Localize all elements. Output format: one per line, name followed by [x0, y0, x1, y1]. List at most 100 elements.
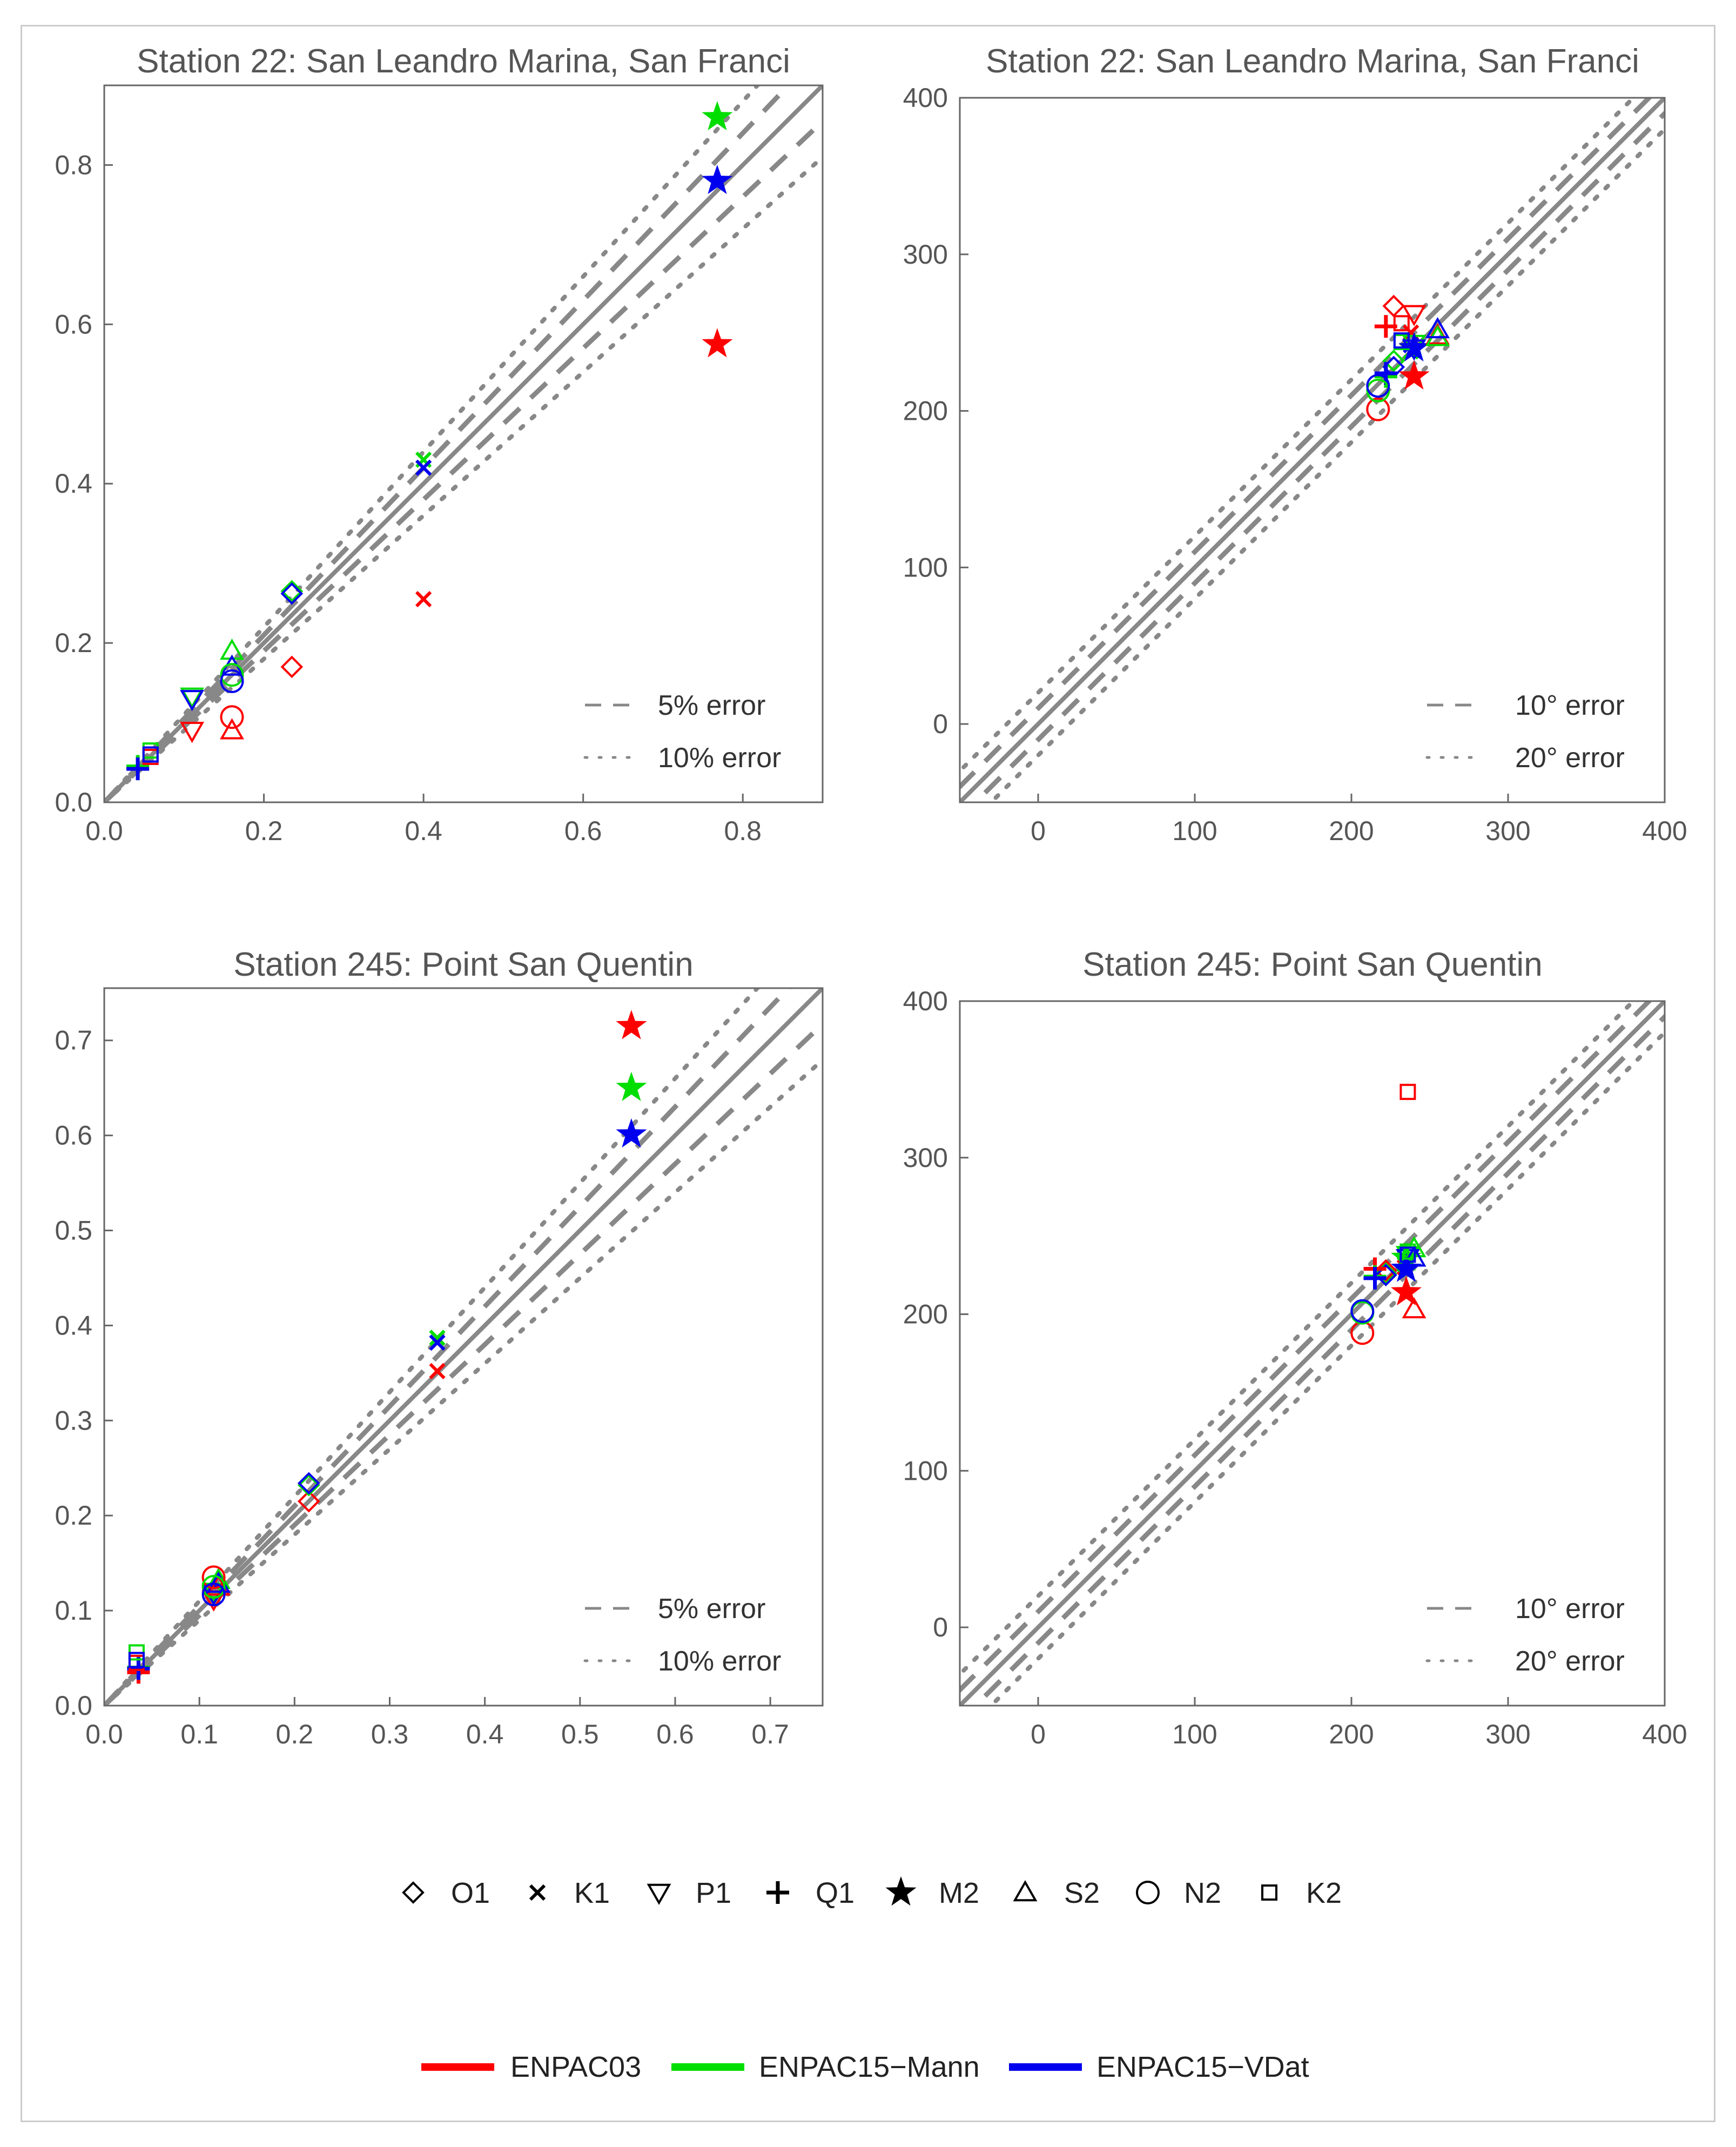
plot-area: [960, 98, 1665, 802]
panel-amplitude-station-245: Station 245: Point San Quentin 5% error …: [55, 946, 824, 1749]
data-point-k2-enpac15-vdat: [128, 1652, 145, 1668]
error-line-dashed: [960, 1001, 1653, 1694]
y-tick-label: 300: [903, 1143, 948, 1173]
legend-label-k1: K1: [574, 1877, 610, 1909]
x-tick-label: 0.2: [276, 1719, 314, 1749]
dashed-legend-label: 10° error: [1515, 690, 1625, 721]
y-tick-label: 0.7: [55, 1025, 92, 1056]
legend-symbol-n2-icon: [1136, 1881, 1160, 1904]
y-tick-label: 0.3: [55, 1405, 92, 1435]
data-point-k1-enpac03: [415, 591, 432, 608]
x-tick-label: 0.4: [405, 816, 442, 846]
data-point-o1-enpac15-vdat: [297, 1472, 320, 1495]
x-tick-label: 0.7: [751, 1719, 789, 1749]
data-point-q1-enpac15-vdat: [1363, 1266, 1387, 1290]
error-line-dashed: [104, 988, 792, 1706]
x-tick-label: 100: [1172, 816, 1217, 846]
data-point-n2-enpac15-vdat: [201, 1582, 226, 1607]
y-tick-label: 0.2: [55, 628, 92, 658]
identity-line: [960, 1001, 1665, 1706]
data-point-n2-enpac15-vdat: [1366, 374, 1390, 398]
data-point-n2-enpac03: [1350, 1321, 1375, 1345]
y-tick-label: 300: [903, 239, 948, 270]
legend-symbol-k1-icon: [529, 1884, 546, 1901]
data-point-k2-enpac15-vdat: [1393, 332, 1410, 349]
data-point-m2-enpac15-mann: [616, 1071, 647, 1101]
plot-frame: [959, 97, 1666, 803]
data-point-m2-enpac15-vdat: [702, 164, 733, 194]
legend-label-n2: N2: [1184, 1877, 1221, 1909]
dashed-legend-label: 10° error: [1515, 1593, 1625, 1625]
data-point-n2-enpac03: [220, 705, 244, 729]
figure-frame: [21, 25, 1715, 2122]
data-point-n2-enpac15-vdat: [1350, 1299, 1375, 1323]
error-line-dashed: [960, 98, 1653, 790]
data-point-m2-enpac03: [1398, 360, 1430, 390]
data-point-o1-enpac03: [1382, 294, 1405, 318]
y-tick-label: 400: [903, 986, 948, 1016]
dotted-legend-label: 10% error: [658, 1646, 781, 1677]
data-point-m2-enpac15-mann: [702, 101, 733, 131]
legend-label-k2: K2: [1306, 1877, 1342, 1909]
panel-phase-station-245: Station 245: Point San Quentin 10° error…: [903, 946, 1687, 1749]
legend-label-s2: S2: [1064, 1877, 1100, 1909]
y-tick-label: 0.0: [55, 787, 92, 817]
data-point-m2-enpac03: [702, 328, 733, 358]
y-tick-label: 400: [903, 83, 948, 113]
x-tick-label: 0.6: [564, 816, 602, 846]
x-tick-label: 0.5: [561, 1719, 599, 1749]
legend-symbol-m2-icon: [885, 1876, 917, 1906]
data-point-p1-enpac15-vdat: [180, 690, 205, 712]
x-tick-label: 0.8: [724, 816, 762, 846]
y-tick-label: 0: [933, 1612, 948, 1642]
model-color-legend: ENPAC03 ENPAC15−Mann ENPAC15−VDat: [421, 2051, 1309, 2083]
panel-title: Station 245: Point San Quentin: [1082, 946, 1542, 983]
data-point-q1-enpac15-vdat: [1374, 362, 1397, 385]
legend-symbol-q1-icon: [766, 1881, 789, 1904]
data-point-k1-enpac15-mann: [429, 1330, 446, 1346]
plot-area: [104, 988, 823, 1706]
dashed-legend-label: 5% error: [658, 1593, 765, 1625]
data-point-m2-enpac15-vdat: [1398, 332, 1430, 361]
x-tick-label: 0.3: [371, 1719, 409, 1749]
y-tick-label: 0: [933, 709, 948, 739]
error-line-dotted: [104, 85, 761, 802]
dotted-legend-label: 20° error: [1515, 742, 1625, 774]
data-point-m2-enpac15-vdat: [1391, 1252, 1422, 1282]
error-line-dotted: [104, 1057, 823, 1706]
panel-phase-station-22: Station 22: San Leandro Marina, San Fran…: [903, 43, 1687, 846]
x-tick-label: 300: [1485, 1719, 1530, 1749]
data-point-o1-enpac15-mann: [1382, 349, 1405, 372]
error-line-dotted: [960, 98, 1637, 774]
data-point-n2-enpac15-mann: [220, 663, 244, 687]
x-tick-label: 400: [1642, 816, 1687, 846]
x-tick-label: 200: [1329, 1719, 1374, 1749]
legend-label-m2: M2: [939, 1877, 979, 1909]
data-point-s2-enpac15-vdat: [1425, 317, 1450, 339]
data-point-q1-enpac15-vdat: [126, 757, 150, 781]
y-tick-label: 100: [903, 552, 948, 582]
x-tick-label: 100: [1172, 1719, 1217, 1749]
data-point-o1-enpac15-vdat: [1374, 1264, 1397, 1286]
data-point-m2-enpac03: [1391, 1276, 1422, 1306]
legend-label-enpac15-mann: ENPAC15−Mann: [759, 2051, 980, 2083]
y-tick-label: 200: [903, 396, 948, 426]
x-tick-label: 200: [1329, 816, 1374, 846]
x-tick-label: 400: [1642, 1719, 1687, 1749]
x-tick-label: 0.0: [85, 1719, 123, 1749]
legend-label-q1: Q1: [816, 1877, 854, 1909]
data-point-k1-enpac15-vdat: [415, 459, 432, 476]
y-tick-label: 200: [903, 1299, 948, 1330]
legend-label-enpac03: ENPAC03: [510, 2051, 641, 2083]
data-point-s2-enpac03: [1402, 1297, 1427, 1319]
x-tick-label: 0.2: [245, 816, 283, 846]
error-line-dotted: [104, 988, 761, 1706]
constituent-symbol-legend: O1 K1 P1 Q1 M2 S2 N2 K2: [402, 1876, 1342, 1909]
data-point-s2-enpac15-vdat: [1402, 1245, 1427, 1267]
error-line-dotted: [104, 155, 823, 802]
legend-symbol-k2-icon: [1261, 1884, 1277, 1901]
data-point-o1-enpac03: [280, 655, 304, 679]
error-line-dotted: [988, 126, 1665, 802]
plot-area: [960, 1001, 1665, 1706]
